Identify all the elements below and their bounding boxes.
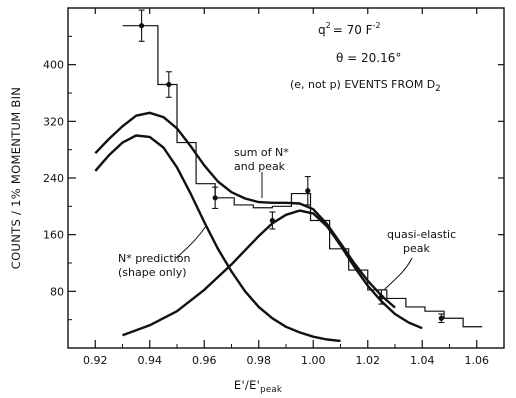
annotation-quasi-line1: quasi-elastic bbox=[387, 228, 456, 241]
y-axis-label: COUNTS / 1% MOMENTUM BIN bbox=[9, 87, 23, 269]
x-tick-label: 1.04 bbox=[410, 354, 435, 367]
data-point bbox=[212, 195, 218, 201]
x-tick-label: 0.98 bbox=[247, 354, 272, 367]
y-tick-label: 160 bbox=[43, 229, 64, 242]
curve-line bbox=[122, 209, 423, 337]
y-tick-label: 320 bbox=[43, 115, 64, 128]
x-tick-label: 0.96 bbox=[192, 354, 217, 367]
tick-labels: 0.92 0.94 0.96 0.98 1.00 1.02 1.04 1.06 80 160 240… bbox=[43, 59, 489, 367]
theta-label: θ = 20.16° bbox=[336, 51, 401, 65]
pointer-nstar bbox=[175, 225, 207, 259]
histogram-step bbox=[122, 25, 483, 328]
y-tick-label: 240 bbox=[43, 172, 64, 185]
x-tick-label: 1.02 bbox=[356, 354, 381, 367]
y-tick-label: 400 bbox=[43, 59, 64, 72]
events-label: (e, not p) EVENTS FROM D2 bbox=[290, 78, 441, 94]
axis-ticks bbox=[68, 8, 504, 348]
annotation-quasi-line2: peak bbox=[403, 242, 430, 255]
annotation-nstar-line2: (shape only) bbox=[118, 266, 187, 279]
x-tick-label: 1.06 bbox=[465, 354, 490, 367]
annotation-nstar-line1: N* prediction bbox=[118, 252, 190, 265]
data-point bbox=[166, 81, 172, 88]
data-point bbox=[305, 188, 311, 194]
curve-line bbox=[94, 134, 341, 343]
plot-frame bbox=[67, 7, 505, 349]
data-point bbox=[138, 23, 145, 29]
chart-marks bbox=[94, 9, 483, 343]
annotation-sum-line2: and peak bbox=[234, 160, 286, 173]
annotation-sum-line1: sum of N* bbox=[234, 146, 289, 159]
x-tick-label: 1.00 bbox=[301, 354, 326, 367]
y-tick-label: 80 bbox=[50, 285, 64, 298]
x-axis-label: E'/E'peak bbox=[234, 378, 282, 395]
data-point bbox=[438, 315, 444, 321]
x-tick-label: 0.94 bbox=[138, 354, 163, 367]
x-tick-label: 0.92 bbox=[83, 354, 108, 367]
q2-label: q2 = 70 F-2 bbox=[318, 21, 381, 37]
pointer-quasi bbox=[383, 257, 413, 291]
curve-line bbox=[94, 111, 396, 309]
